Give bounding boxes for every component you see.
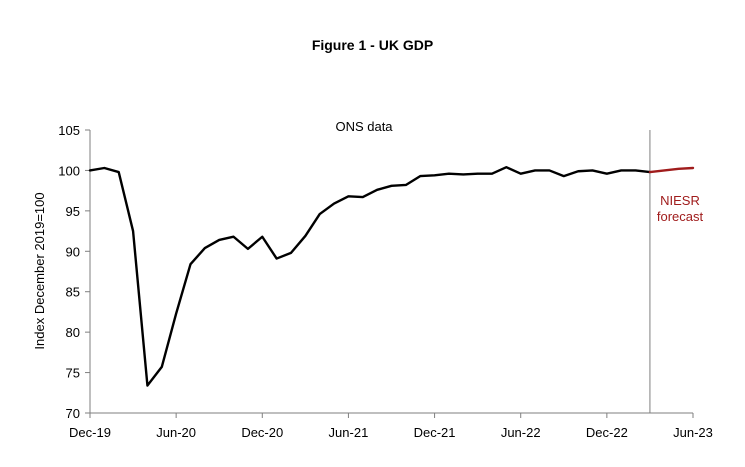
y-axis-label: Index December 2019=100: [32, 192, 47, 349]
data-point: [649, 171, 651, 173]
data-point: [161, 366, 163, 368]
y-tick-label: 75: [66, 366, 80, 381]
data-point: [175, 313, 177, 315]
data-point: [635, 169, 637, 171]
data-point: [505, 166, 507, 168]
data-point: [290, 252, 292, 254]
y-tick-label: 85: [66, 285, 80, 300]
data-point: [663, 169, 665, 171]
data-point: [89, 169, 91, 171]
data-point: [319, 213, 321, 215]
y-tick-label: 95: [66, 204, 80, 219]
data-point: [462, 173, 464, 175]
data-point: [448, 173, 450, 175]
data-point: [577, 170, 579, 172]
data-point: [592, 169, 593, 171]
x-tick-label: Dec-20: [241, 425, 283, 440]
data-point: [534, 169, 536, 171]
data-point: [376, 189, 378, 191]
data-point: [333, 203, 335, 205]
data-point: [477, 173, 479, 175]
y-tick-label: 105: [58, 123, 80, 138]
x-tick-label: Dec-22: [586, 425, 628, 440]
data-point: [548, 169, 550, 171]
data-point: [233, 236, 235, 238]
x-tick-label: Dec-21: [414, 425, 456, 440]
data-point: [491, 173, 493, 175]
data-point: [434, 174, 436, 176]
x-tick-label: Jun-23: [673, 425, 713, 440]
data-point: [563, 175, 565, 177]
y-tick-label: 70: [66, 406, 80, 421]
x-tick-label: Jun-22: [501, 425, 541, 440]
data-point: [218, 239, 220, 241]
data-point: [520, 173, 522, 175]
chart-title: Figure 1 - UK GDP: [311, 37, 434, 53]
data-point: [606, 173, 608, 175]
data-point: [347, 195, 349, 197]
data-point: [304, 235, 306, 237]
data-point: [391, 185, 392, 187]
data-point: [692, 167, 694, 169]
x-tick-label: Jun-21: [329, 425, 369, 440]
data-point: [103, 167, 105, 169]
x-tick-label: Dec-19: [69, 425, 111, 440]
data-point: [118, 171, 120, 173]
ons-data-annotation: ONS data: [335, 119, 393, 134]
data-point: [362, 196, 364, 198]
data-point: [678, 168, 680, 170]
y-tick-label: 90: [66, 244, 80, 259]
data-point: [419, 175, 421, 177]
x-tick-label: Jun-20: [156, 425, 196, 440]
data-point: [405, 184, 407, 186]
y-tick-label: 80: [66, 325, 80, 340]
data-point: [261, 236, 263, 238]
data-point: [276, 258, 278, 260]
forecast-annotation-line1: NIESR: [660, 193, 700, 208]
series-line-niesr-forecast: [648, 166, 695, 174]
series-line-ons-data: [88, 165, 652, 387]
data-point: [132, 230, 134, 232]
forecast-annotation-line2: forecast: [657, 209, 704, 224]
data-point: [620, 169, 622, 171]
data-point: [146, 385, 148, 387]
data-point: [247, 248, 249, 250]
data-point: [190, 263, 191, 265]
data-point: [204, 247, 206, 249]
y-tick-label: 100: [58, 163, 80, 178]
